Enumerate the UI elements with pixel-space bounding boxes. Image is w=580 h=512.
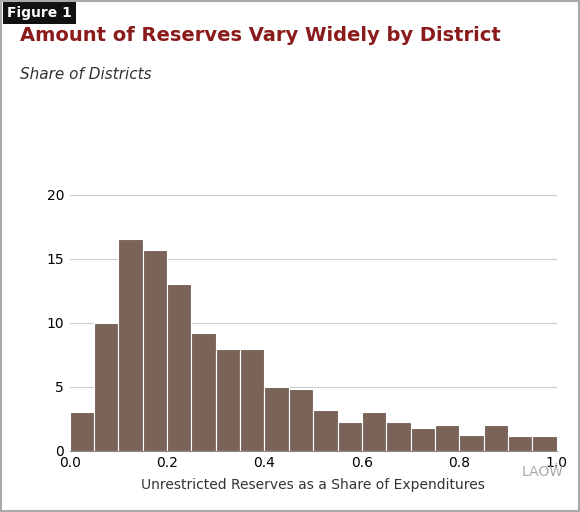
Bar xyxy=(289,389,313,451)
Bar xyxy=(240,349,264,451)
X-axis label: Unrestricted Reserves as a Share of Expenditures: Unrestricted Reserves as a Share of Expe… xyxy=(142,478,485,493)
Bar xyxy=(435,425,459,451)
Bar xyxy=(508,436,532,451)
Bar xyxy=(411,428,435,451)
Text: Figure 1: Figure 1 xyxy=(7,6,72,20)
Bar xyxy=(167,284,191,451)
Bar xyxy=(216,349,240,451)
Bar xyxy=(532,436,557,451)
Text: LAOẂ: LAOẂ xyxy=(522,465,564,479)
Bar xyxy=(70,412,94,451)
Bar xyxy=(191,333,216,451)
Bar xyxy=(143,250,167,451)
Bar xyxy=(338,422,362,451)
Bar xyxy=(362,412,386,451)
Bar xyxy=(118,240,143,451)
Bar xyxy=(264,387,289,451)
Bar xyxy=(459,435,484,451)
Text: Share of Districts: Share of Districts xyxy=(20,67,152,81)
Bar xyxy=(313,410,338,451)
Bar xyxy=(94,323,118,451)
Bar xyxy=(386,422,411,451)
Text: Amount of Reserves Vary Widely by District: Amount of Reserves Vary Widely by Distri… xyxy=(20,26,501,45)
Bar xyxy=(484,425,508,451)
